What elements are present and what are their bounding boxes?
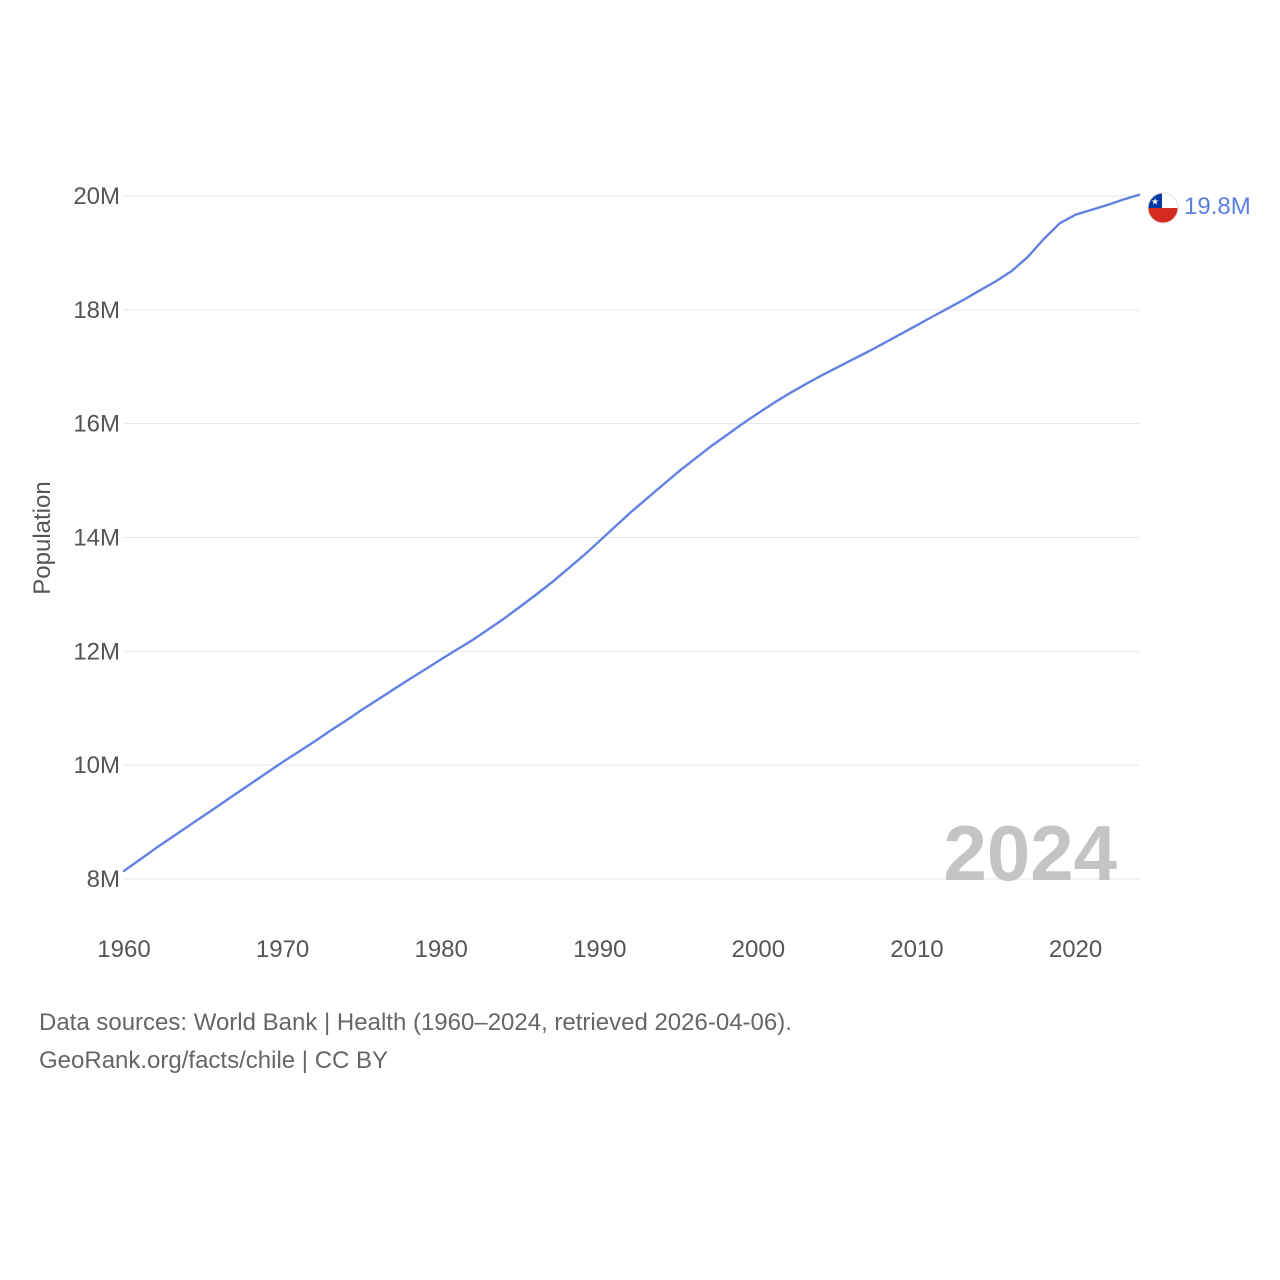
y-tick-label: 16M xyxy=(73,411,120,438)
x-tick-label: 1980 xyxy=(414,936,467,963)
x-tick-label: 1960 xyxy=(97,936,150,963)
y-tick-label: 10M xyxy=(73,752,120,779)
data-source-note: Data sources: World Bank | Health (1960–… xyxy=(39,1009,792,1036)
x-tick-label: 1990 xyxy=(573,936,626,963)
y-axis-label: Population xyxy=(29,481,56,594)
series-line-chile xyxy=(122,193,1141,873)
year-watermark: 2024 xyxy=(943,809,1117,897)
svg-text:★: ★ xyxy=(1151,198,1159,208)
x-tick-label: 1970 xyxy=(256,936,309,963)
grid-lines xyxy=(124,195,1139,880)
y-tick-label: 20M xyxy=(73,183,120,210)
end-value-label: 19.8M xyxy=(1184,193,1251,220)
x-axis-ticks: 1960 1970 1980 1990 2000 2010 2020 xyxy=(97,936,1102,963)
chile-flag-icon: ★ xyxy=(1147,192,1179,224)
y-tick-label: 18M xyxy=(73,297,120,324)
x-tick-label: 2010 xyxy=(890,936,943,963)
end-marker: ★ xyxy=(1147,192,1179,224)
footer: Data sources: World Bank | Health (1960–… xyxy=(39,1004,792,1080)
y-axis-ticks: 8M 10M 12M 14M 16M 18M 20M xyxy=(73,183,120,893)
y-tick-label: 12M xyxy=(73,638,120,665)
x-tick-label: 2020 xyxy=(1049,936,1102,963)
y-tick-label: 8M xyxy=(87,866,120,893)
y-tick-label: 14M xyxy=(73,525,120,552)
attribution-link[interactable]: GeoRank.org/facts/chile | CC BY xyxy=(39,1047,389,1074)
x-tick-label: 2000 xyxy=(732,936,785,963)
